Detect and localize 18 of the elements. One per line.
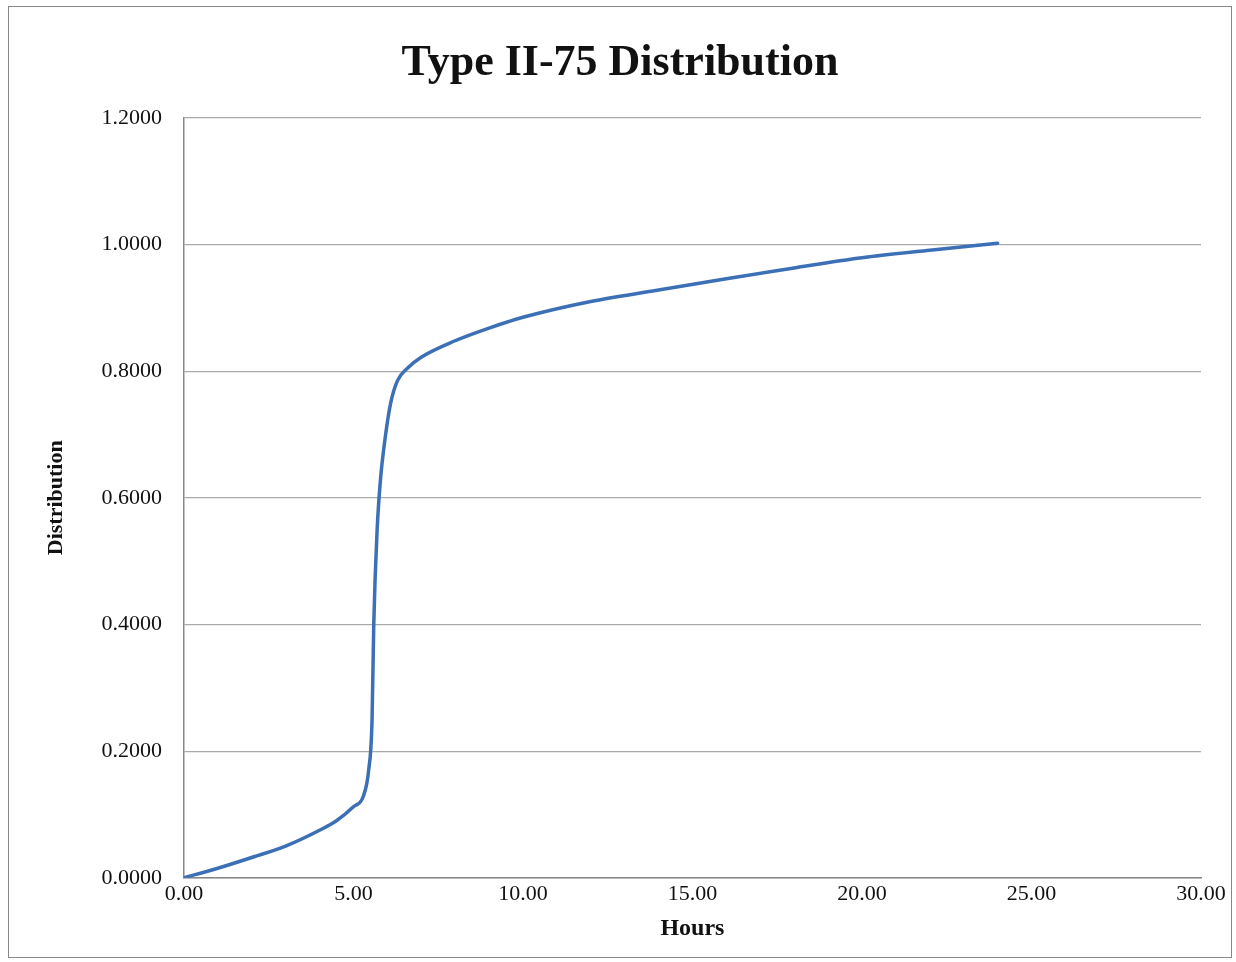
y-tick-label: 0.8000 bbox=[101, 356, 162, 382]
x-tick-label: 0.00 bbox=[164, 879, 204, 905]
y-tick-label: 0.6000 bbox=[101, 483, 162, 509]
x-tick-label: 25.00 bbox=[1006, 879, 1057, 905]
chart-title: Type II-75 Distribution bbox=[401, 35, 839, 85]
y-tick-label: 1.0000 bbox=[101, 230, 162, 256]
y-tick-label: 0.4000 bbox=[101, 610, 162, 636]
line-series bbox=[183, 241, 1000, 878]
y-axis-title: Distribution bbox=[41, 440, 67, 556]
x-tick-label: 30.00 bbox=[1176, 879, 1226, 905]
x-tick-label: 15.00 bbox=[667, 879, 718, 905]
y-tick-label: 0.0000 bbox=[101, 863, 162, 889]
x-axis-title: Hours bbox=[660, 913, 725, 940]
y-tick-label: 1.2000 bbox=[101, 103, 162, 129]
x-tick-label: 10.00 bbox=[498, 879, 548, 905]
x-tick-label: 5.00 bbox=[334, 879, 373, 905]
y-tick-label: 0.2000 bbox=[101, 736, 162, 762]
x-tick-label: 20.00 bbox=[837, 879, 887, 905]
